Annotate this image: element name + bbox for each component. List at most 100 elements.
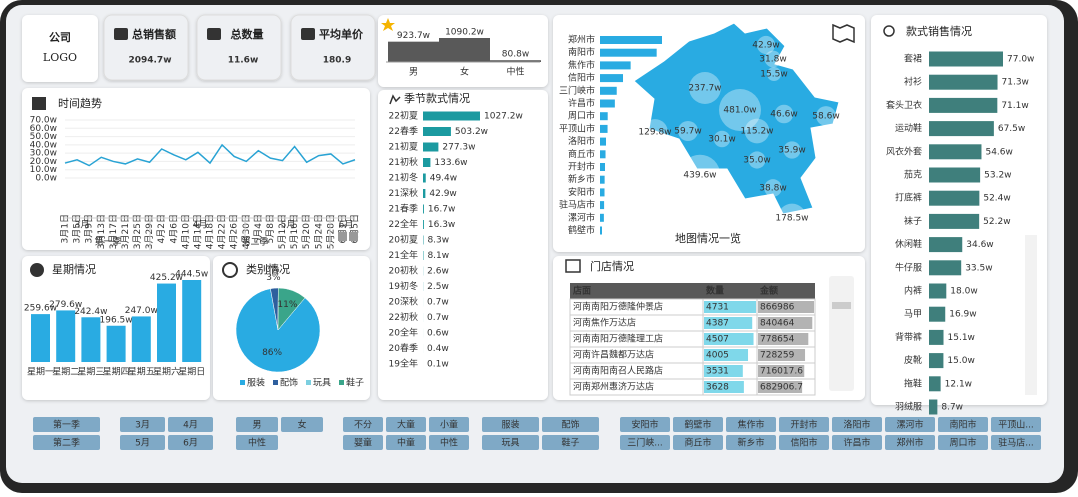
y-tick-label: 背带裤: [895, 331, 922, 343]
bubble-label: 439.6w: [683, 171, 716, 181]
bubble-label: 42.9w: [752, 41, 779, 51]
slicer-label[interactable]: 6月: [183, 438, 198, 449]
bar: [929, 52, 1003, 67]
legend-swatch: [273, 380, 278, 385]
x-tick-label: 4月26日: [229, 214, 240, 249]
bar: [600, 125, 608, 133]
y-tick-label: 20初夏: [389, 234, 418, 246]
zoom-button[interactable]: [338, 232, 347, 241]
slicer-label[interactable]: 信阳市: [790, 437, 817, 449]
slicer-label[interactable]: 第一季: [53, 419, 80, 431]
data-label: 77.0w: [1007, 55, 1034, 65]
bubble-label: 35.0w: [743, 156, 770, 166]
bar: [600, 61, 631, 69]
data-label: 8.3w: [427, 236, 449, 246]
x-tick-label: 星期四: [103, 367, 130, 378]
data-label: 196.5w: [100, 315, 133, 325]
slicer-label[interactable]: 周口市: [949, 437, 976, 449]
scroll-thumb[interactable]: [832, 302, 851, 309]
slicer-label[interactable]: 男: [252, 420, 261, 431]
kpi-card: [104, 15, 188, 80]
table-text: 728259: [760, 351, 795, 361]
y-tick-label: 三门峡市: [559, 84, 595, 96]
x-tick-label: 5月12日: [277, 214, 288, 249]
data-label: 8.1w: [427, 251, 449, 261]
y-tick-label: 周口市: [568, 110, 595, 122]
bar: [929, 353, 943, 368]
bar: [929, 307, 945, 322]
y-tick-label: 21春季: [389, 203, 418, 215]
x-tick-label: 中性: [506, 66, 524, 78]
data-label: 247.0w: [125, 306, 158, 316]
slicer-label[interactable]: 服装: [501, 419, 519, 431]
slicer-label[interactable]: 不分: [354, 420, 372, 431]
bar: [600, 87, 617, 95]
slicer-label[interactable]: 漯河市: [896, 419, 923, 431]
icon: [32, 97, 46, 110]
slicer-label[interactable]: 驻马店...: [998, 437, 1034, 449]
slicer-label[interactable]: 配饰: [561, 419, 579, 431]
y-tick-label: 19初冬: [389, 280, 418, 292]
slicer-label[interactable]: 中性: [248, 437, 266, 449]
y-tick-label: 茄克: [904, 169, 922, 181]
kpi-label: 总销售额: [132, 27, 176, 41]
kpi-value: 11.6w: [228, 56, 259, 66]
bar: [56, 310, 75, 362]
slicer-label[interactable]: 大童: [397, 419, 415, 431]
slicer-label[interactable]: 第二季: [53, 437, 80, 449]
slicer-label[interactable]: 洛阳市: [843, 419, 870, 431]
bar: [929, 75, 998, 90]
bar: [600, 227, 602, 235]
bar: [929, 237, 962, 252]
slicer-label[interactable]: 中童: [397, 437, 415, 449]
bubble-label: 30.1w: [708, 135, 735, 145]
slicer-label[interactable]: 4月: [183, 420, 198, 431]
y-tick-label: 20全年: [389, 327, 418, 339]
slicer-label[interactable]: 婴童: [354, 437, 372, 449]
slicer-label[interactable]: 南阳市: [949, 419, 976, 431]
slicer-label[interactable]: 许昌市: [843, 437, 870, 449]
y-tick-label: 马甲: [904, 309, 922, 320]
data-label: 0.4w: [427, 344, 449, 354]
zoom-button[interactable]: [349, 232, 358, 241]
kpi-icon: [114, 28, 128, 40]
y-tick-label: 70.0w: [30, 116, 57, 126]
data-label: 2.6w: [427, 267, 449, 277]
data-label: 71.1w: [1001, 101, 1028, 111]
bar: [31, 314, 50, 362]
bar: [600, 150, 606, 158]
slicer-label[interactable]: 鞋子: [561, 437, 579, 449]
slicer-label[interactable]: 3月: [135, 420, 150, 431]
bar: [423, 205, 424, 214]
slicer-label[interactable]: 玩具: [501, 438, 519, 449]
slicer-label[interactable]: 焦作市: [737, 419, 764, 431]
y-tick-label: 平顶山市: [559, 122, 595, 134]
slicer-label[interactable]: 5月: [135, 438, 150, 449]
slicer-label[interactable]: 女: [297, 419, 306, 431]
x-tick-label: 女: [460, 66, 469, 78]
slicer-label[interactable]: 新乡市: [737, 437, 764, 449]
data-label: 16.3w: [428, 220, 455, 230]
x-tick-label: 5月24日: [313, 214, 324, 249]
slicer-label[interactable]: 安阳市: [631, 419, 658, 431]
bubble-label: 46.6w: [770, 110, 797, 120]
slicer-label[interactable]: 开封市: [790, 419, 817, 431]
data-label: 133.6w: [434, 158, 467, 168]
scrollbar[interactable]: [1025, 235, 1037, 395]
y-tick-label: 许昌市: [568, 97, 595, 109]
data-label: 34.6w: [966, 240, 993, 250]
data-label: 12.1w: [945, 379, 972, 389]
slicer-label[interactable]: 小童: [440, 419, 458, 431]
slicer-label[interactable]: 平顶山...: [998, 420, 1034, 431]
slicer-label[interactable]: 郑州市: [896, 437, 923, 449]
map-title: 地图情况一览: [675, 231, 741, 245]
slicer-label[interactable]: 中性: [440, 437, 458, 449]
slicer-label[interactable]: 三门峡...: [627, 437, 663, 449]
scrollbar[interactable]: [829, 276, 854, 391]
logo-text: 公司: [49, 31, 71, 44]
slicer-label[interactable]: 商丘市: [684, 437, 711, 449]
bar: [929, 144, 981, 159]
data-label: 16.9w: [949, 310, 976, 320]
slicer-label[interactable]: 鹤壁市: [684, 419, 711, 431]
bar: [600, 36, 662, 44]
